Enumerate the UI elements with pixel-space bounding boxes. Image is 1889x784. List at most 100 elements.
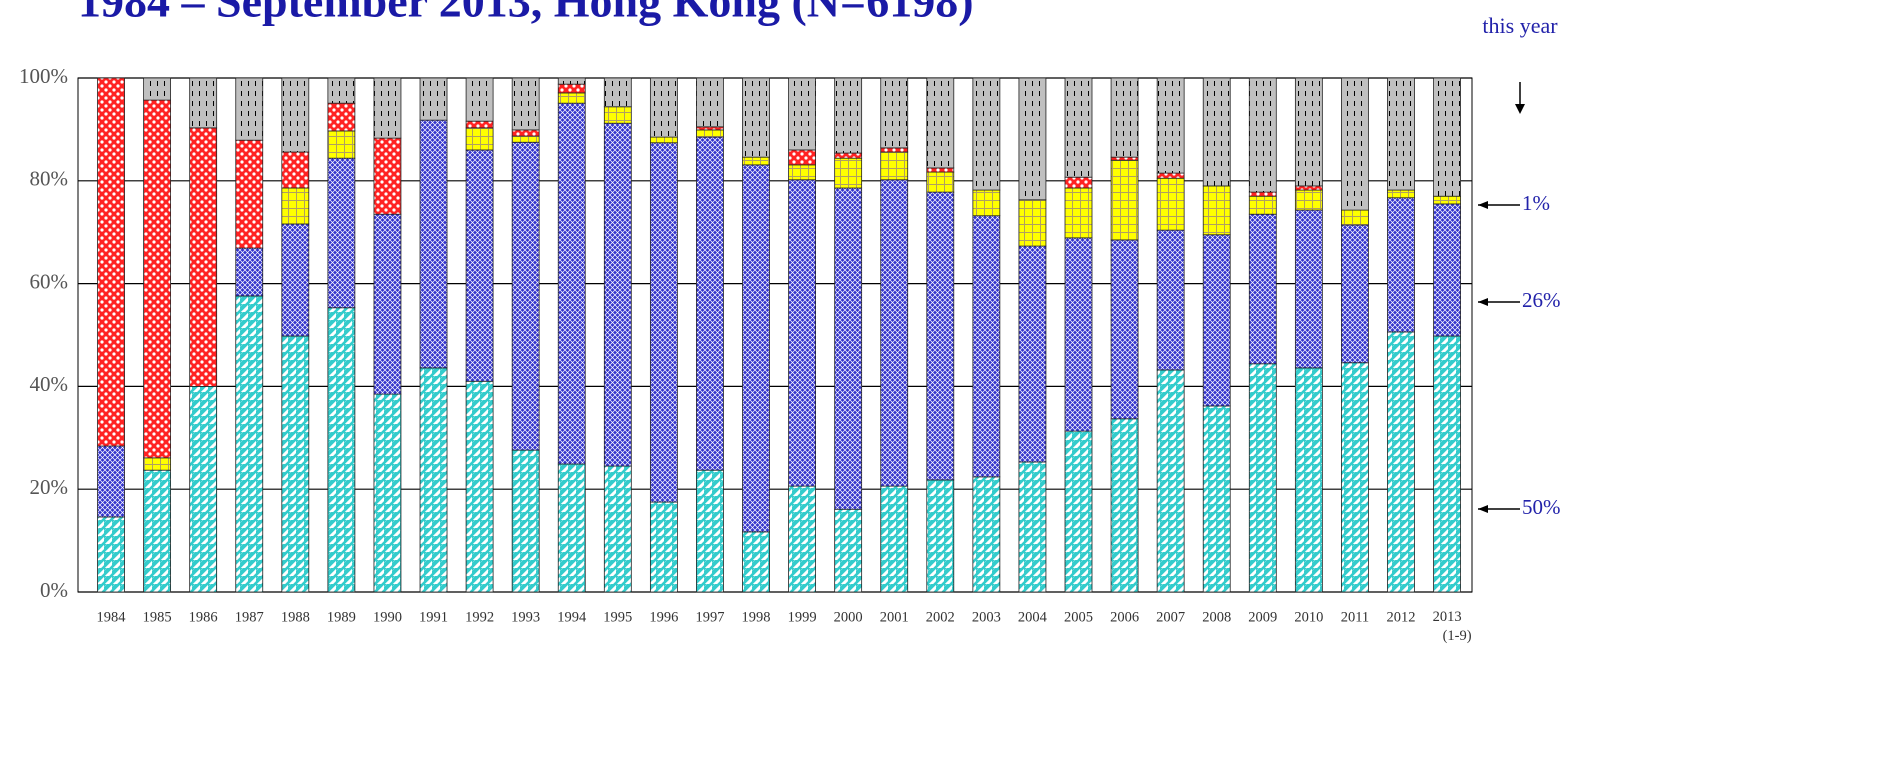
bar-segment xyxy=(235,247,264,297)
bar-segment xyxy=(557,92,586,104)
x-tick-label: 2012 xyxy=(1386,609,1415,625)
bar-segment xyxy=(1110,159,1139,241)
bar-segment xyxy=(1294,209,1323,369)
annotation: 26% xyxy=(1522,288,1561,312)
bar-segment xyxy=(834,157,863,189)
bar-segment xyxy=(465,149,494,382)
bar-segment xyxy=(880,151,909,181)
bar-segment xyxy=(649,136,678,144)
bar-segment xyxy=(1248,363,1277,593)
bar-segment xyxy=(880,147,909,153)
bar-segment xyxy=(742,77,770,158)
x-tick-label: 1986 xyxy=(189,609,218,625)
bar-segment xyxy=(788,164,816,181)
bar-segment xyxy=(834,508,863,593)
x-tick-label: 1995 xyxy=(603,609,632,625)
bar-segment xyxy=(1294,189,1323,211)
bar-segment xyxy=(189,77,218,129)
bar-segment xyxy=(1156,369,1185,593)
annotation: 50% xyxy=(1522,495,1561,519)
bar-segment xyxy=(880,179,909,487)
bar-segment xyxy=(465,127,494,151)
x-tick-label: 1990 xyxy=(373,609,402,625)
bar-segment xyxy=(327,130,356,159)
bar-segment xyxy=(1387,189,1415,199)
bar-segment xyxy=(696,136,724,471)
bar-segment xyxy=(327,157,356,309)
bar-segment xyxy=(1433,203,1461,337)
bar-segment xyxy=(557,102,586,465)
y-tick-label: 100% xyxy=(19,64,68,88)
bar-segment xyxy=(1110,239,1139,420)
x-tick-label: 2008 xyxy=(1202,609,1231,625)
bar-segment xyxy=(1294,367,1323,593)
bar-segment xyxy=(143,77,172,101)
bar-segment xyxy=(926,191,955,481)
annotation: this year xyxy=(1482,13,1558,38)
x-tick-label: 1994 xyxy=(557,609,587,625)
bar-segment xyxy=(788,149,816,166)
bar-segment xyxy=(696,469,724,593)
bar-segment xyxy=(1341,362,1369,593)
bar-segment xyxy=(1433,195,1461,205)
bar-segment xyxy=(235,295,264,593)
bar-segment xyxy=(742,156,770,166)
x-tick-label: 1997 xyxy=(695,609,724,625)
bar-segment xyxy=(1387,197,1415,333)
bar-segment xyxy=(281,77,310,153)
bar-segment xyxy=(373,393,402,593)
bar-segment xyxy=(97,77,125,447)
bar-segment xyxy=(1202,234,1231,407)
x-tick-label: 1984 xyxy=(97,609,127,625)
bar-segment xyxy=(1018,461,1047,593)
bar-segment xyxy=(1294,77,1323,187)
x-tick-label: 1988 xyxy=(281,609,310,625)
bar-segment xyxy=(926,77,955,169)
bar-segment xyxy=(788,485,816,593)
bar-segment xyxy=(1018,77,1047,201)
x-tick-label: 2003 xyxy=(972,609,1001,625)
bar-segment xyxy=(511,141,540,451)
bar-segment xyxy=(834,77,863,154)
bar-segment xyxy=(557,83,586,94)
bar-segment xyxy=(742,164,770,533)
bar-segment xyxy=(788,179,816,487)
bar-segment xyxy=(603,465,632,593)
bar-segment xyxy=(649,142,678,503)
bar-segment xyxy=(1064,77,1093,178)
bar-segment xyxy=(1248,195,1277,215)
bar-segment xyxy=(465,120,494,129)
x-tick-label: 1991 xyxy=(419,609,448,625)
annotation-arrowhead xyxy=(1478,298,1488,306)
bar-segment xyxy=(926,171,955,193)
x-tick-label: 2009 xyxy=(1248,609,1277,625)
x-tick-label: 1989 xyxy=(327,609,356,625)
x-tick-label: 2010 xyxy=(1294,609,1323,625)
bar-segment xyxy=(235,139,264,249)
bar-segment xyxy=(557,77,586,85)
bar-segment xyxy=(1110,418,1139,593)
bar-segment xyxy=(742,531,770,593)
bar-segment xyxy=(1248,77,1277,193)
bar-segment xyxy=(880,77,909,149)
x-tick-label: 1993 xyxy=(511,609,540,625)
bar-segment xyxy=(373,213,402,395)
x-tick-label: 2000 xyxy=(834,609,863,625)
bar-segment xyxy=(1156,229,1185,371)
annotation-arrowhead xyxy=(1478,505,1488,513)
bar-segment xyxy=(511,77,540,131)
bar-segment xyxy=(1248,191,1277,197)
bar-segment xyxy=(419,367,448,593)
bar-segment xyxy=(1294,185,1323,191)
annotation-arrowhead xyxy=(1478,201,1488,209)
bar-segment xyxy=(465,380,494,593)
bar-segment xyxy=(1202,185,1231,236)
bar-segment xyxy=(649,77,678,138)
bar-segment xyxy=(97,445,125,518)
bar-segment xyxy=(972,189,1001,217)
y-tick-label: 60% xyxy=(30,269,69,293)
bar-segment xyxy=(1018,245,1047,463)
bar-segment xyxy=(926,479,955,593)
bar-segment xyxy=(1064,176,1093,189)
bar-segment xyxy=(649,501,678,593)
